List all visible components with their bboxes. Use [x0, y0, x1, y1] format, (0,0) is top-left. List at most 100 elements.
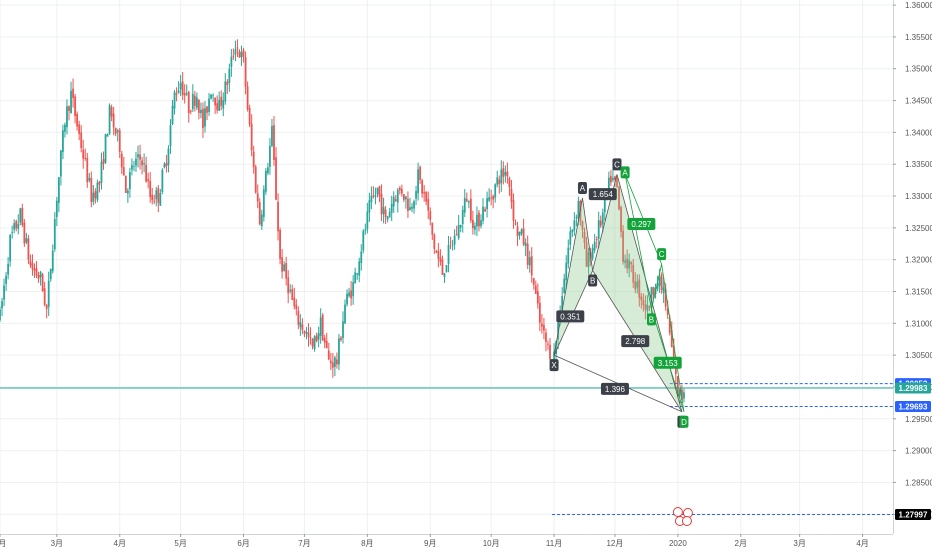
time-axis[interactable]: 2月 3月 4月 5月 6月 7月 8月 9月 10月 11月 12月 2020 2月 3月 4月	[0, 534, 893, 548]
candle-body	[364, 229, 367, 231]
candle-body	[159, 193, 162, 206]
candle-body	[3, 285, 5, 300]
candle-body	[305, 332, 308, 334]
abcd-point-b-text: B	[649, 315, 654, 324]
candle-body	[309, 337, 312, 339]
candle-body	[658, 276, 661, 286]
candle-body	[409, 207, 411, 210]
candle-body	[490, 197, 493, 199]
pattern-point-c: C	[612, 158, 622, 171]
candle-body	[540, 323, 543, 327]
candle-body	[573, 220, 576, 231]
candle-body	[350, 290, 353, 299]
candle-body	[185, 93, 188, 95]
candle-body	[547, 343, 549, 345]
pattern-ratio-label-bg	[588, 188, 617, 201]
flag-icon[interactable]	[672, 507, 683, 517]
candle-body	[29, 260, 32, 266]
candle-body	[543, 325, 545, 331]
candle-body	[638, 279, 641, 298]
candle-body	[315, 335, 318, 342]
candle-body	[135, 158, 137, 166]
candle-body	[210, 94, 212, 99]
time-tick-label: 2月	[735, 539, 747, 548]
candle-body	[439, 257, 442, 262]
candle-body	[275, 157, 277, 200]
candle-body	[455, 234, 458, 236]
candle-body	[254, 166, 257, 193]
candle-body	[382, 207, 385, 215]
abcd-leg	[651, 264, 663, 310]
candle-body	[82, 149, 85, 159]
candle-body	[45, 305, 48, 309]
candle-body	[116, 130, 119, 133]
candle-body	[183, 93, 186, 96]
candle-body	[528, 257, 531, 266]
price-tick-label: 1.33000	[905, 192, 932, 201]
candle-body	[384, 209, 387, 217]
candle-body	[386, 216, 389, 220]
candle-body	[342, 321, 344, 339]
candle-series	[0, 39, 685, 405]
flag-icon[interactable]	[681, 516, 692, 526]
candle-body	[208, 98, 210, 112]
candle-body	[145, 164, 148, 182]
time-tick-label: 6月	[237, 539, 249, 548]
abcd-point-d: D	[679, 415, 689, 428]
candle-body	[179, 83, 182, 90]
candle-body	[137, 154, 139, 158]
candle-body	[676, 376, 679, 397]
candle-body	[545, 332, 547, 342]
candle-body	[607, 177, 610, 193]
candle-body	[478, 212, 480, 227]
candle-body	[616, 177, 618, 187]
candle-body	[376, 187, 379, 195]
candle-body	[601, 212, 604, 225]
candle-body	[297, 310, 300, 325]
candle-body	[514, 223, 517, 225]
candle-body	[683, 392, 685, 399]
candle-body	[575, 216, 578, 219]
candle-body	[413, 201, 415, 209]
time-tick-label: 2月	[0, 539, 6, 548]
candle-body	[417, 169, 419, 194]
candle-body	[43, 288, 46, 305]
price-tag-bg	[895, 401, 931, 413]
candle-body	[502, 168, 505, 177]
abcd-ratio-label: 3.153	[653, 356, 682, 369]
time-tick-label: 5月	[174, 539, 186, 548]
candle-body	[70, 90, 72, 114]
candle-body	[64, 124, 66, 132]
time-tick-label: 7月	[298, 539, 310, 548]
time-tick-label: 4月	[114, 539, 126, 548]
price-tag-bg	[895, 382, 931, 394]
price-tick-label: 1.33500	[905, 160, 932, 169]
candle-body	[246, 86, 249, 109]
abcd-point-d-text: D	[681, 418, 687, 427]
pattern-ratio-label-bg	[556, 310, 585, 323]
candle-body	[451, 244, 454, 246]
event-markers[interactable]	[672, 507, 693, 526]
candle-body	[248, 107, 251, 125]
candle-body	[59, 150, 62, 177]
candle-body	[650, 287, 653, 307]
abcd-point-a-text: A	[622, 168, 628, 177]
candle-body	[656, 282, 659, 289]
candle-body	[317, 333, 320, 340]
candle-body	[80, 132, 83, 149]
price-tick-label: 1.34500	[905, 97, 932, 106]
candle-body	[23, 222, 26, 244]
candle-body	[242, 49, 245, 57]
candle-body	[626, 258, 629, 269]
candle-body	[372, 195, 375, 197]
candle-body	[187, 92, 190, 114]
candle-body	[181, 81, 184, 95]
candle-body	[94, 191, 97, 199]
candle-body	[419, 166, 422, 180]
candle-body	[569, 231, 572, 245]
candle-body	[193, 95, 196, 106]
pattern-ratio-label-text: 2.798	[625, 337, 646, 346]
candle-body	[273, 125, 275, 160]
candle-body	[358, 261, 361, 276]
